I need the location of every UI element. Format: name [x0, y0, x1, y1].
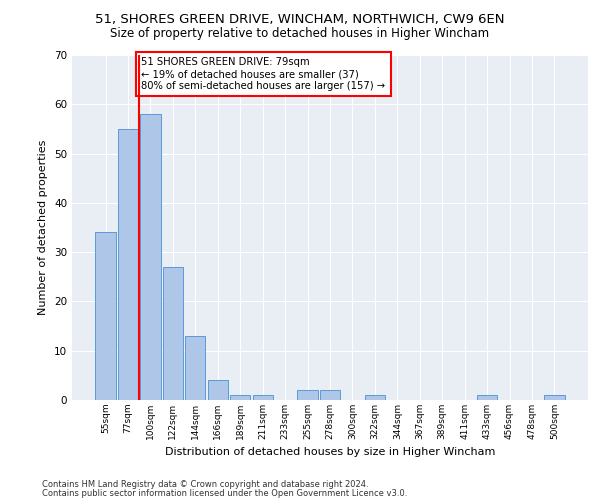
Bar	[140, 114, 161, 400]
X-axis label: Distribution of detached houses by size in Higher Wincham: Distribution of detached houses by size …	[165, 448, 495, 458]
Bar	[208, 380, 228, 400]
Bar	[95, 232, 116, 400]
Bar	[320, 390, 340, 400]
Y-axis label: Number of detached properties: Number of detached properties	[38, 140, 49, 315]
Text: 51 SHORES GREEN DRIVE: 79sqm
← 19% of detached houses are smaller (37)
80% of se: 51 SHORES GREEN DRIVE: 79sqm ← 19% of de…	[142, 58, 386, 90]
Bar	[185, 336, 205, 400]
Bar	[163, 267, 183, 400]
Bar	[118, 129, 138, 400]
Text: Size of property relative to detached houses in Higher Wincham: Size of property relative to detached ho…	[110, 28, 490, 40]
Bar	[298, 390, 317, 400]
Bar	[544, 395, 565, 400]
Bar	[253, 395, 273, 400]
Text: Contains HM Land Registry data © Crown copyright and database right 2024.: Contains HM Land Registry data © Crown c…	[42, 480, 368, 489]
Bar	[365, 395, 385, 400]
Bar	[477, 395, 497, 400]
Text: Contains public sector information licensed under the Open Government Licence v3: Contains public sector information licen…	[42, 489, 407, 498]
Bar	[230, 395, 250, 400]
Text: 51, SHORES GREEN DRIVE, WINCHAM, NORTHWICH, CW9 6EN: 51, SHORES GREEN DRIVE, WINCHAM, NORTHWI…	[95, 12, 505, 26]
